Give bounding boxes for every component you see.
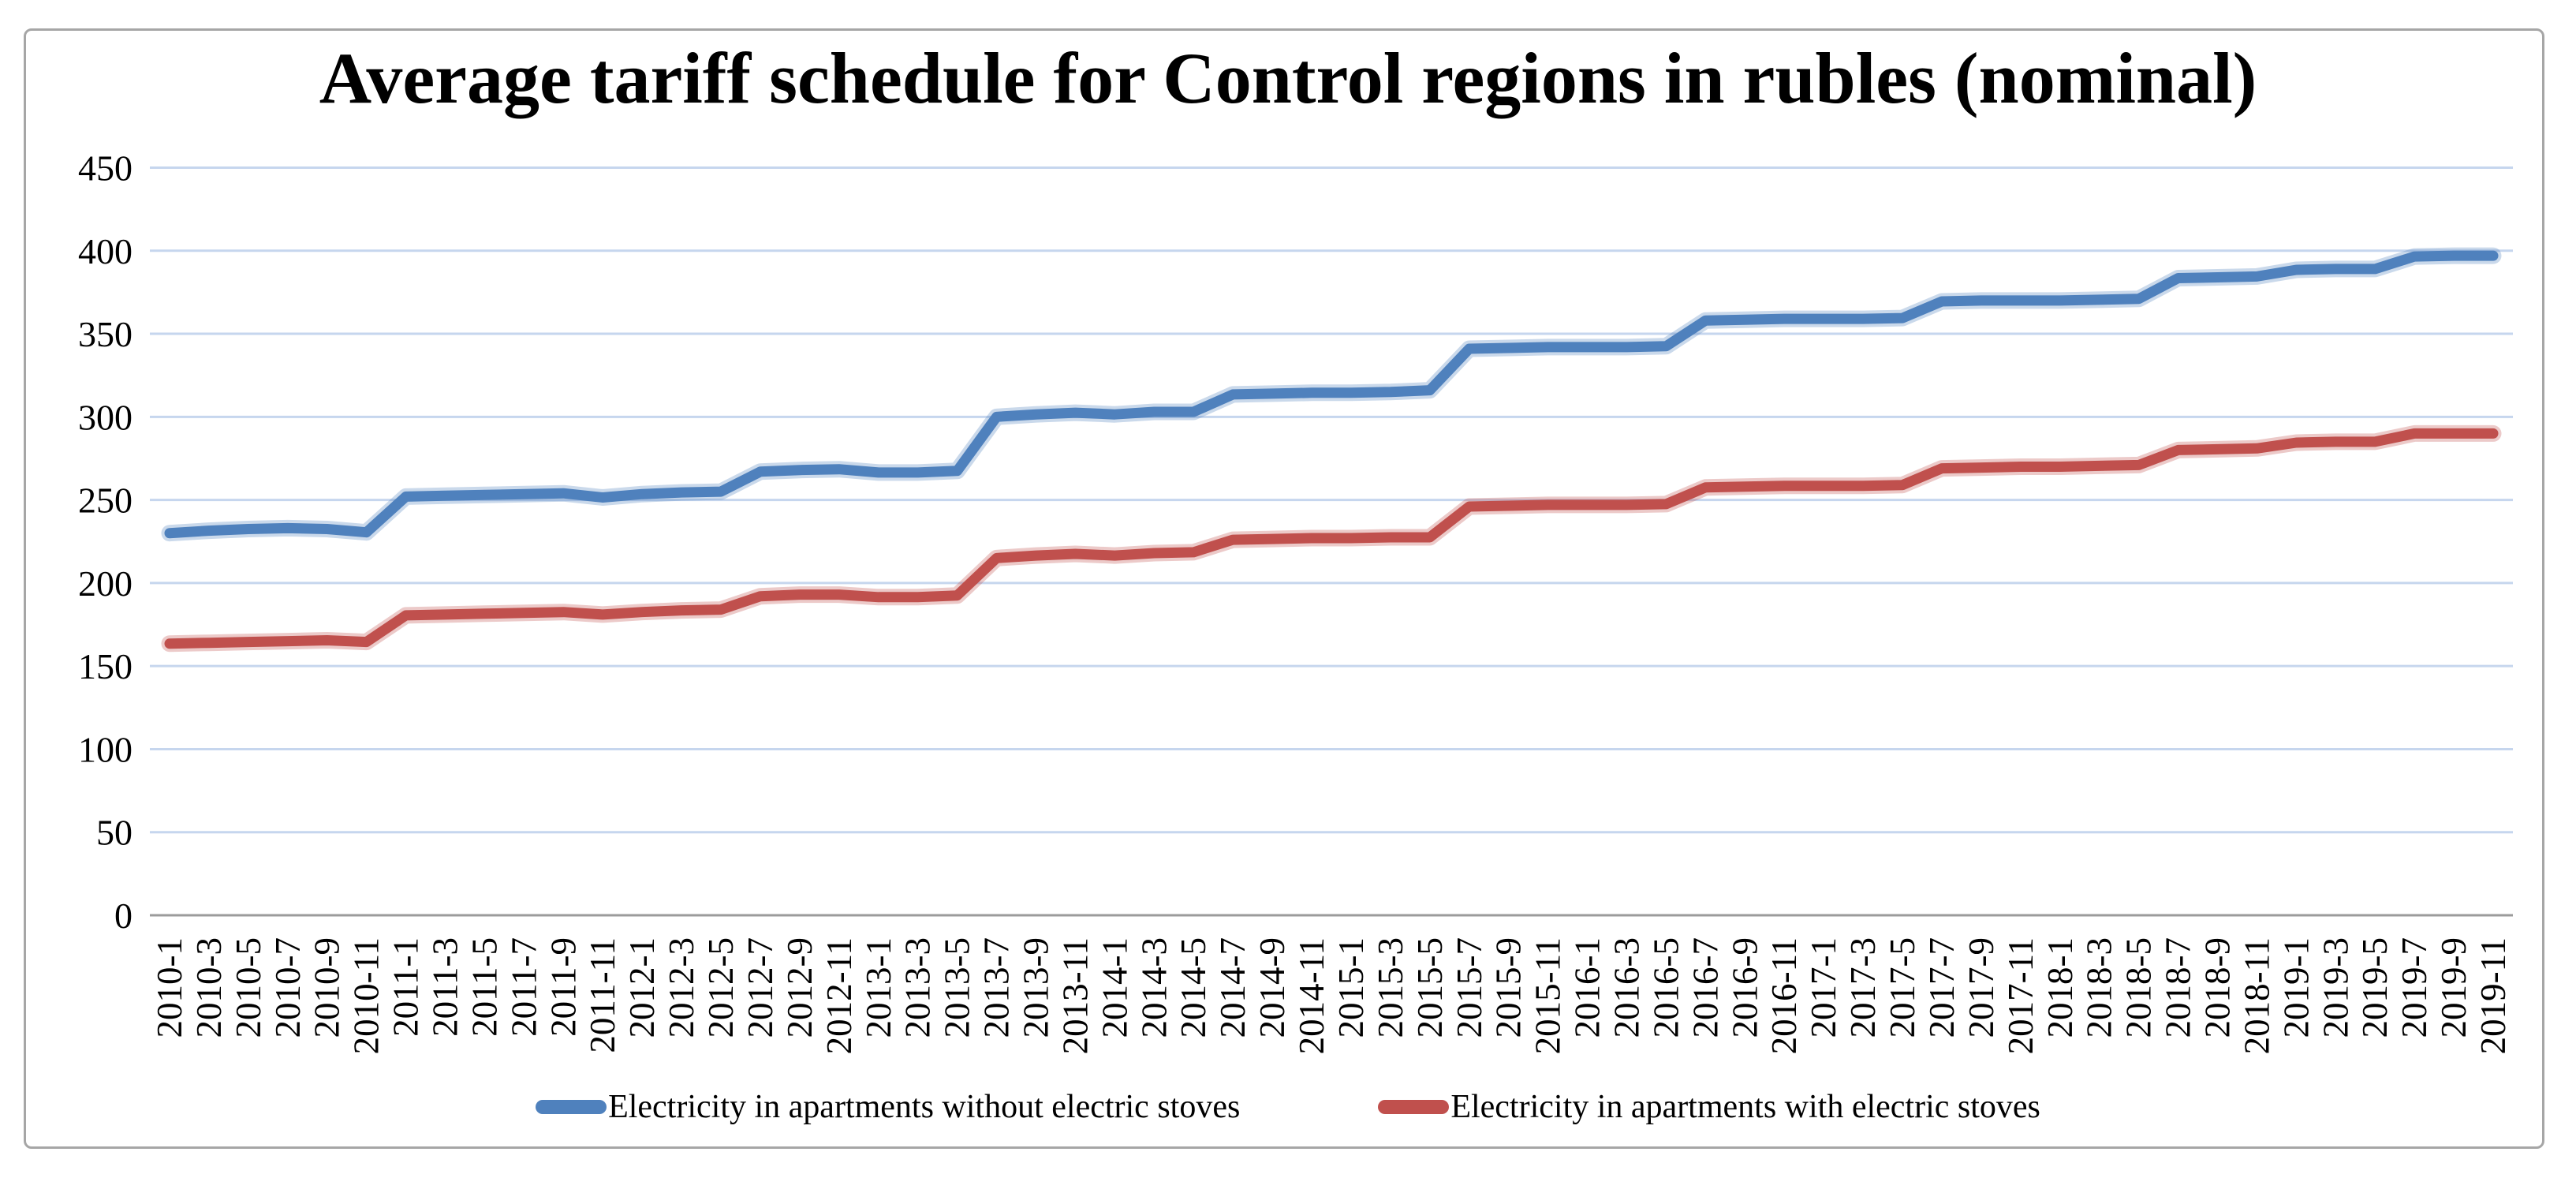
x-tick-label-2011-5: 2011-5 [465, 937, 504, 1037]
x-tick-label-2015-3: 2015-3 [1371, 937, 1410, 1038]
x-tick-label-2010-9: 2010-9 [308, 937, 347, 1038]
x-tick-label-2016-7: 2016-7 [1686, 937, 1725, 1038]
chart-title: Average tariff schedule for Control regi… [319, 38, 2257, 118]
x-tick-label-2010-5: 2010-5 [229, 937, 268, 1038]
x-tick-label-2017-7: 2017-7 [1922, 937, 1962, 1038]
legend-swatch-blue-icon [536, 1099, 607, 1114]
x-tick-label-2017-5: 2017-5 [1883, 937, 1922, 1038]
x-tick-label-2012-3: 2012-3 [662, 937, 701, 1038]
x-tick-label-2015-11: 2015-11 [1529, 937, 1568, 1054]
x-tick-label-2018-1: 2018-1 [2040, 937, 2080, 1038]
y-tick-label-50: 50 [96, 813, 133, 853]
x-tick-label-2012-1: 2012-1 [622, 937, 662, 1038]
x-tick-label-2013-7: 2013-7 [977, 937, 1017, 1038]
x-tick-label-2011-11: 2011-11 [583, 937, 622, 1053]
x-tick-label-2011-9: 2011-9 [543, 937, 583, 1037]
legend-label-without-stoves: Electricity in apartments without electr… [608, 1088, 1241, 1125]
y-axis-labels: 0 50 100 150 200 250 300 350 400 450 [78, 148, 133, 937]
x-tick-label-2019-3: 2019-3 [2316, 937, 2355, 1038]
y-tick-label-0: 0 [114, 896, 133, 936]
gridlines [150, 166, 2513, 834]
x-tick-label-2015-7: 2015-7 [1450, 937, 1489, 1038]
y-tick-label-300: 300 [78, 397, 133, 437]
series-line-blue [161, 247, 2502, 542]
x-tick-label-2019-5: 2019-5 [2355, 937, 2395, 1038]
x-tick-label-2014-11: 2014-11 [1292, 937, 1331, 1054]
x-tick-label-2010-11: 2010-11 [347, 937, 386, 1054]
x-tick-label-2014-3: 2014-3 [1134, 937, 1174, 1038]
y-tick-label-250: 250 [78, 481, 133, 521]
legend-label-with-stoves: Electricity in apartments with electric … [1450, 1088, 2040, 1125]
chart-frame [24, 28, 2544, 1149]
y-tick-label-350: 350 [78, 314, 133, 354]
x-tick-label-2013-9: 2013-9 [1017, 937, 1056, 1038]
x-tick-label-2015-9: 2015-9 [1489, 937, 1529, 1038]
x-tick-label-2015-5: 2015-5 [1410, 937, 1450, 1038]
series-line-red [161, 424, 2502, 653]
x-tick-label-2015-1: 2015-1 [1331, 937, 1371, 1038]
x-tick-label-2017-11: 2017-11 [2001, 937, 2040, 1054]
x-tick-label-2019-9: 2019-9 [2434, 937, 2473, 1038]
x-tick-label-2011-3: 2011-3 [426, 937, 465, 1037]
x-tick-label-2017-3: 2017-3 [1843, 937, 1883, 1038]
x-tick-label-2011-1: 2011-1 [386, 937, 426, 1037]
x-tick-label-2018-5: 2018-5 [2119, 937, 2159, 1038]
x-tick-label-2017-1: 2017-1 [1804, 937, 1843, 1038]
x-tick-label-2013-1: 2013-1 [859, 937, 898, 1038]
x-tick-label-2016-5: 2016-5 [1646, 937, 1686, 1038]
y-tick-label-450: 450 [78, 148, 133, 189]
legend: Electricity in apartments without electr… [0, 1079, 2576, 1135]
x-tick-label-2019-7: 2019-7 [2395, 937, 2434, 1038]
y-tick-label-200: 200 [78, 563, 133, 604]
series-path [164, 250, 2499, 539]
x-tick-label-2018-9: 2018-9 [2198, 937, 2238, 1038]
x-tick-label-2013-5: 2013-5 [938, 937, 977, 1038]
y-tick-label-400: 400 [78, 231, 133, 271]
y-tick-label-100: 100 [78, 729, 133, 769]
x-tick-label-2010-7: 2010-7 [268, 937, 308, 1038]
y-tick-label-150: 150 [78, 646, 133, 686]
x-tick-label-2017-9: 2017-9 [1962, 937, 2001, 1038]
x-tick-label-2018-7: 2018-7 [2159, 937, 2198, 1038]
x-tick-label-2018-3: 2018-3 [2080, 937, 2119, 1038]
x-tick-label-2013-11: 2013-11 [1055, 937, 1095, 1054]
x-tick-label-2016-3: 2016-3 [1607, 937, 1647, 1038]
x-tick-label-2016-1: 2016-1 [1568, 937, 1607, 1038]
x-tick-label-2013-3: 2013-3 [898, 937, 938, 1038]
x-tick-label-2012-11: 2012-11 [819, 937, 859, 1054]
x-tick-label-2010-1: 2010-1 [150, 937, 189, 1038]
x-tick-label-2011-7: 2011-7 [504, 937, 543, 1037]
x-tick-label-2016-11: 2016-11 [1764, 937, 1804, 1054]
x-axis-labels: 2010-1 2010-3 2010-5 2010-7 2010-9 2010-11 201… [150, 937, 2513, 1054]
x-tick-label-2014-1: 2014-1 [1095, 937, 1134, 1038]
x-tick-label-2014-9: 2014-9 [1253, 937, 1292, 1038]
legend-item-with-stoves: Electricity in apartments with electric … [1378, 1087, 2040, 1127]
legend-item-without-stoves: Electricity in apartments without electr… [536, 1087, 1240, 1127]
x-tick-label-2014-7: 2014-7 [1213, 937, 1253, 1038]
x-tick-label-2010-3: 2010-3 [189, 937, 229, 1038]
x-tick-label-2012-7: 2012-7 [741, 937, 780, 1038]
x-tick-label-2014-5: 2014-5 [1174, 937, 1213, 1038]
x-tick-label-2012-5: 2012-5 [701, 937, 741, 1038]
x-tick-label-2019-1: 2019-1 [2276, 937, 2316, 1038]
legend-swatch-red-icon [1378, 1099, 1450, 1114]
x-tick-label-2019-11: 2019-11 [2473, 937, 2513, 1054]
x-tick-label-2016-9: 2016-9 [1725, 937, 1764, 1038]
x-tick-label-2018-11: 2018-11 [2237, 937, 2276, 1054]
series-path [164, 428, 2499, 649]
x-tick-label-2012-9: 2012-9 [780, 937, 819, 1038]
